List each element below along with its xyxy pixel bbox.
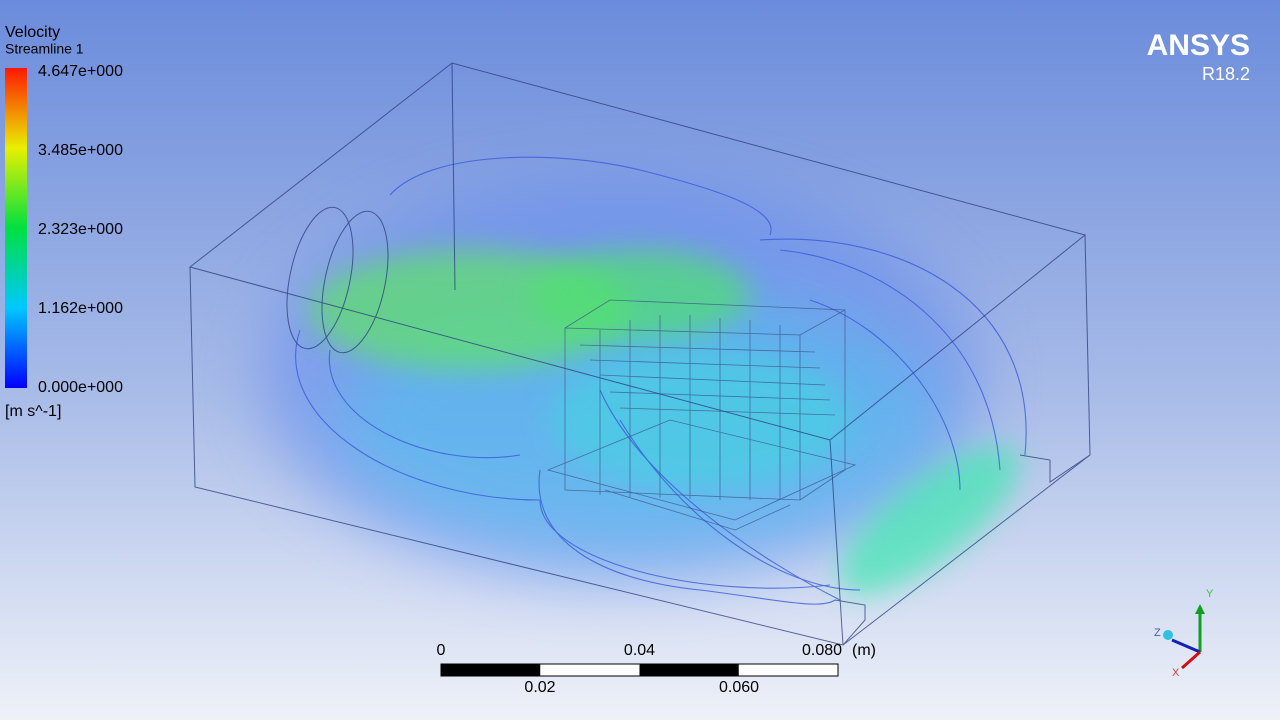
streamlines [295,156,1027,605]
legend-title: Velocity [5,24,60,41]
scale-label: 0.060 [719,679,759,696]
heat-sink [546,299,857,531]
scale-label: 0.04 [624,642,655,659]
axis-label: X [1172,667,1180,679]
axis-label: Z [1154,627,1161,639]
color-bar [5,68,27,388]
legend-level: 4.647e+000 [38,63,123,80]
scale-bar: 0 0.04 0.080 (m) 0.02 0.060 [437,642,876,696]
legend-unit: [m s^-1] [5,403,61,420]
axis-label: Y [1206,588,1214,600]
logo-version: R18.2 [1202,64,1250,84]
scale-label: 0 [437,642,446,659]
legend-level: 1.162e+000 [38,300,123,317]
legend-level: 3.485e+000 [38,142,123,159]
legend-subtitle: Streamline 1 [5,41,84,57]
axis-triad: Y Z X [1154,588,1214,679]
legend-level: 2.323e+000 [38,221,123,238]
domain-box [188,62,1091,646]
legend-level: 0.000e+000 [38,379,123,396]
scale-label: 0.02 [524,679,555,696]
logo-name: ANSYS [1147,29,1250,62]
scale-unit: (m) [852,642,876,659]
logo: ANSYS R18.2 [1147,29,1250,84]
scale-label: 0.080 [802,642,842,659]
legend: Velocity Streamline 1 4.647e+000 3.485e+0… [5,24,123,420]
